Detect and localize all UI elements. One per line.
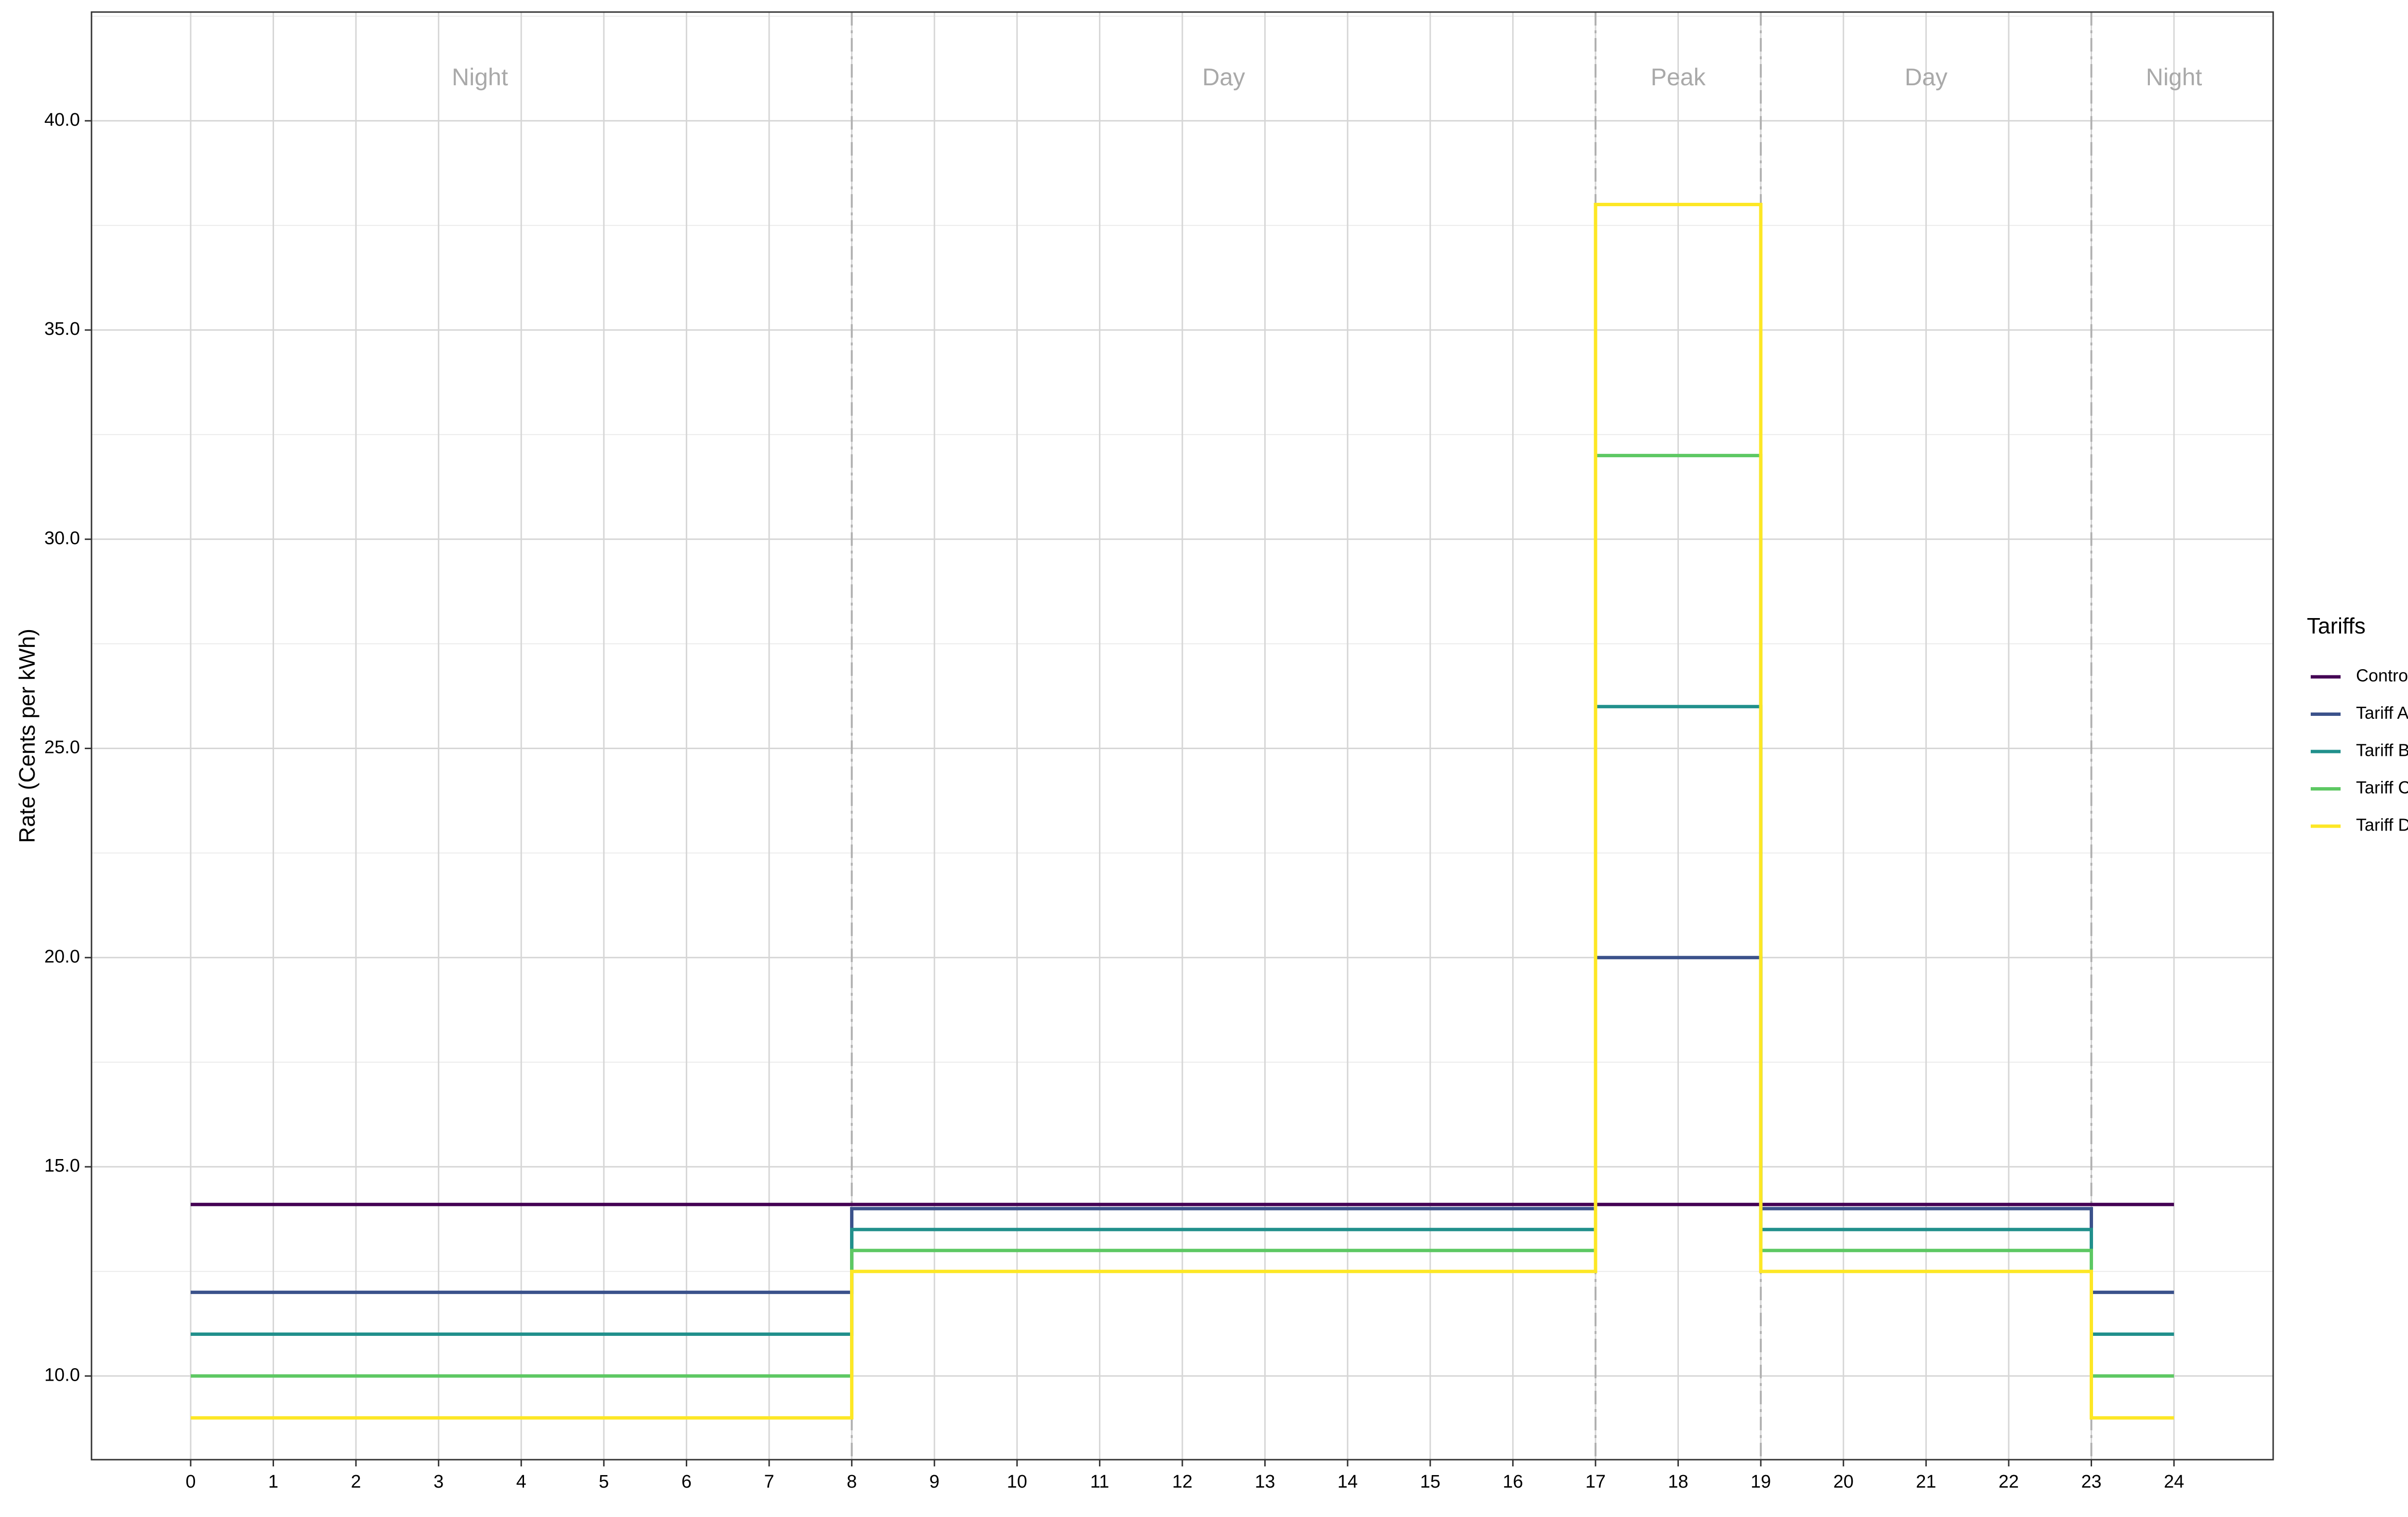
- x-tick-label: 7: [764, 1472, 774, 1492]
- legend: Tariffs Control Tariff A Tariff B Tariff C Ta…: [2307, 613, 2408, 835]
- x-tick-label: 15: [1420, 1472, 1440, 1492]
- x-tick-label: 23: [2081, 1472, 2101, 1492]
- x-tick-label: 16: [1503, 1472, 1523, 1492]
- x-tick-label: 8: [847, 1472, 857, 1492]
- period-label: Night: [452, 64, 508, 91]
- legend-label: Tariff D: [2356, 815, 2408, 835]
- x-tick-label: 12: [1172, 1472, 1192, 1492]
- x-tick-label: 4: [516, 1472, 526, 1492]
- x-tick-label: 3: [433, 1472, 444, 1492]
- legend-label: Tariff B: [2356, 740, 2408, 760]
- x-tick-label: 18: [1668, 1472, 1688, 1492]
- x-tick-label: 13: [1255, 1472, 1275, 1492]
- x-tick-label: 11: [1090, 1472, 1109, 1492]
- x-tick-label: 6: [681, 1472, 692, 1492]
- y-tick-label: 35.0: [44, 319, 80, 339]
- legend-label: Control: [2356, 666, 2408, 686]
- x-tick-label: 21: [1916, 1472, 1936, 1492]
- legend-label: Tariff A: [2356, 703, 2408, 723]
- x-tick-label: 20: [1833, 1472, 1854, 1492]
- period-label: Day: [1905, 64, 1948, 91]
- x-tick-label: 0: [185, 1472, 196, 1492]
- y-tick-label: 20.0: [44, 947, 80, 967]
- period-label: Day: [1202, 64, 1245, 91]
- x-tick-label: 17: [1585, 1472, 1606, 1492]
- x-tick-label: 10: [1007, 1472, 1027, 1492]
- x-tick-label: 24: [2164, 1472, 2184, 1492]
- period-labels: Night Day Peak Day Night: [452, 64, 2202, 91]
- x-tick-label: 14: [1337, 1472, 1358, 1492]
- x-tick-label: 2: [351, 1472, 361, 1492]
- x-tick-label: 22: [1999, 1472, 2019, 1492]
- x-tick-label: 1: [268, 1472, 278, 1492]
- y-tick-label: 10.0: [44, 1365, 80, 1385]
- x-tick-label: 19: [1751, 1472, 1771, 1492]
- y-tick-label: 25.0: [44, 738, 80, 758]
- period-label: Night: [2146, 64, 2202, 91]
- series-lines: [190, 203, 2174, 1420]
- legend-title: Tariffs: [2307, 613, 2366, 638]
- legend-label: Tariff C: [2356, 778, 2408, 797]
- y-tick-label: 30.0: [44, 528, 80, 548]
- series-line-tariff-d: [190, 203, 2174, 1420]
- y-tick-label: 15.0: [44, 1156, 80, 1176]
- y-axis-title: Rate (Cents per kWh): [14, 629, 39, 843]
- y-tick-label: 40.0: [44, 110, 80, 130]
- period-label: Peak: [1651, 64, 1706, 91]
- x-tick-label: 5: [599, 1472, 609, 1492]
- y-axis: 10.0 15.0 20.0 25.0 30.0 35.0 40.0: [44, 110, 92, 1385]
- x-axis: 0 1 2 3 4 5 6 7 8 9 10 11 12 13 14 15 16 17 18 19 20 21 22 23 24: [185, 1460, 2184, 1492]
- x-tick-label: 9: [929, 1472, 940, 1492]
